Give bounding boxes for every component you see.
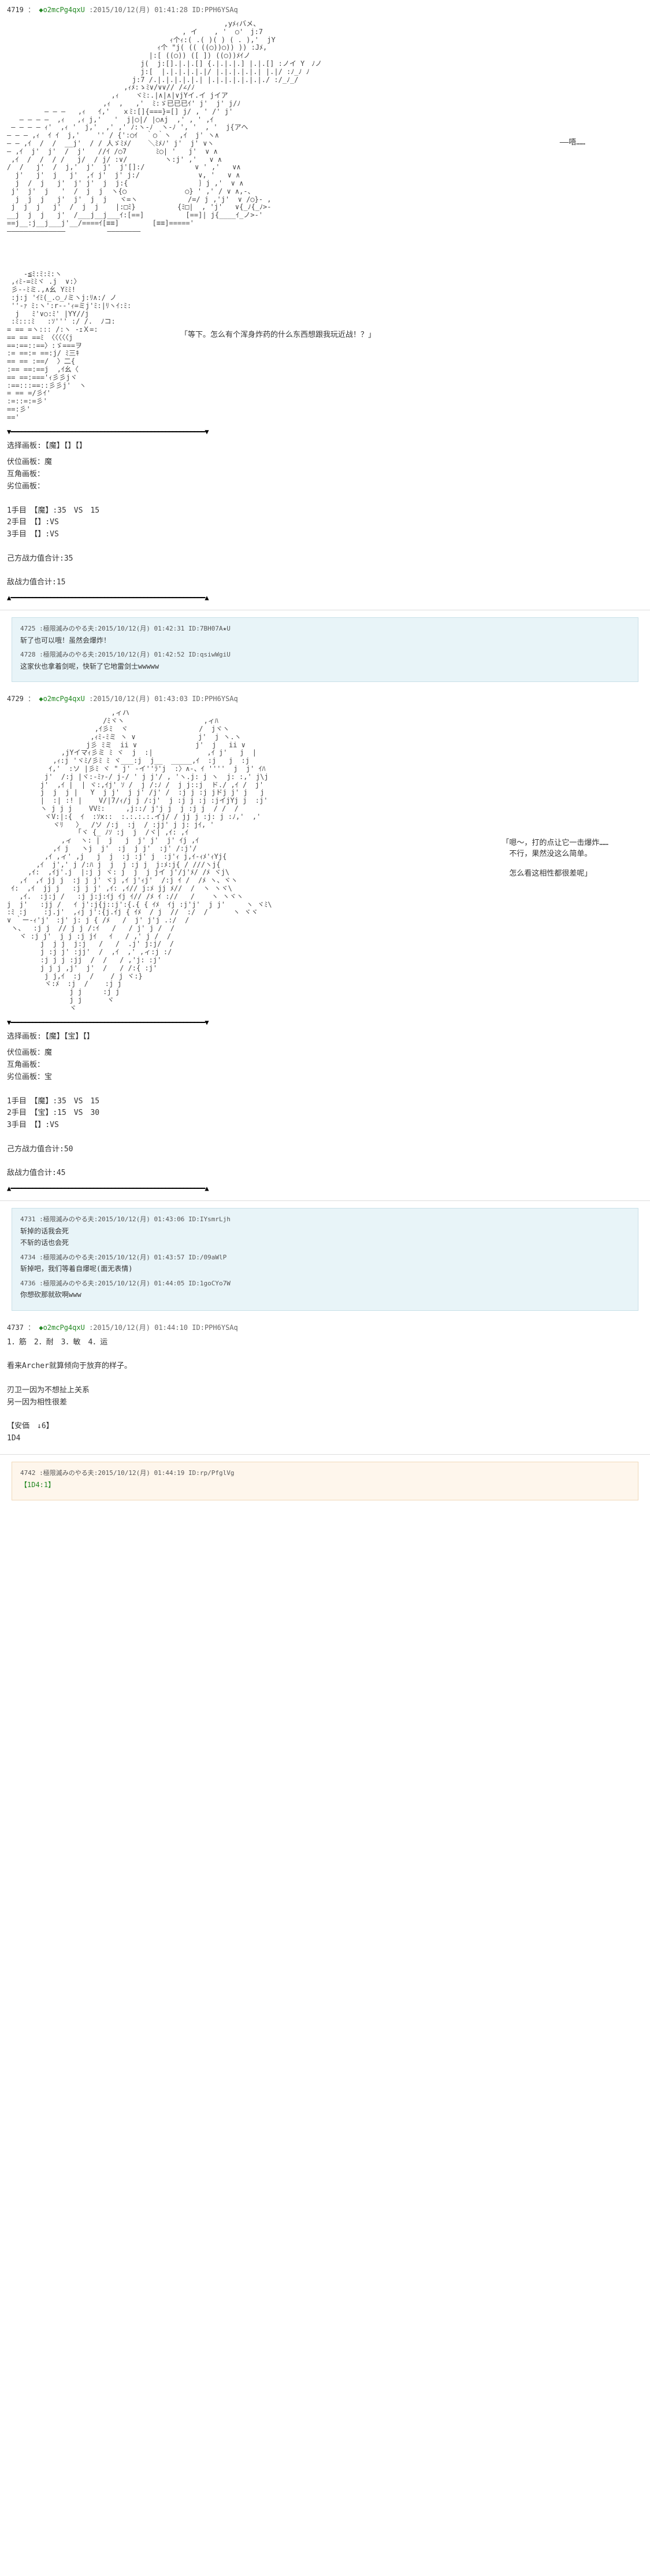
reply-body: 斩掉的话我会死 不斩的话也会死 [20,1225,630,1249]
reply-header: 4731 :極限滅みのやる夫:2015/10/12(月) 01:43:06 ID… [20,1214,630,1225]
post-body: 1．筋 2．耐 3．敏 4．运 看来Archer就算倾向于放弃的样子。 刃卫一因… [7,1337,643,1445]
post-id: ID:PPH6YSAq [192,6,237,14]
divider-down: ▼━━━━━━━━━━━━━━━━━━━━━━━━━━━━━━━━━━━━━━━… [7,428,643,436]
reply-body: 斩掉吧，我们等着自爆呢(面无表情) [20,1263,630,1274]
reply-item: 4736 :極限滅みのやる夫:2015/10/12(月) 01:44:05 ID… [20,1278,630,1301]
post-header: 4719 ： ◆o2mcPg4qxU :2015/10/12(月) 01:41:… [7,5,643,14]
reply-body: 你想砍那就砍啊www [20,1289,630,1300]
post-date: :2015/10/12(月) 01:41:28 [89,6,188,14]
divider-down: ▼━━━━━━━━━━━━━━━━━━━━━━━━━━━━━━━━━━━━━━━… [7,1018,643,1026]
ascii-face: -≦ﾐ:ﾐ:ﾐ:ヽ ,ｨﾐ-=ﾐﾐヾ .j ∨:〉 彡--ﾐミ.,∧幺 Yﾐﾐ!… [7,270,643,422]
post-header: 4729 ： ◆o2mcPg4qxU :2015/10/12(月) 01:43:… [7,694,643,703]
reply-block: 4731 :極限滅みのやる夫:2015/10/12(月) 01:43:06 ID… [12,1208,638,1311]
selection-panel-body: 伏位画板：魔 互角画板： 劣位画板：宝 1手目 【魔】:35 VS 15 2手目… [7,1047,643,1180]
reply-header: 4742 :極限滅みのやる夫:2015/10/12(月) 01:44:19 ID… [20,1468,630,1479]
post-id: ID:PPH6YSAq [192,1324,237,1332]
reply-item: 4731 :極限滅みのやる夫:2015/10/12(月) 01:43:06 ID… [20,1214,630,1248]
ascii-art-block-3: ,ィハ /ﾐヾヽ ,ィﾊ ,ｲ彡ﾐ ヾ / jヾヽ ,ｨﾐ-ﾐミ ヽ ∨ j' … [7,709,643,1012]
post-id: ID:PPH6YSAq [192,695,237,703]
reply-header: 4736 :極限滅みのやる夫:2015/10/12(月) 01:44:05 ID… [20,1278,630,1289]
post-number: 4729 [7,695,24,703]
reply-body: 这家伙也拿着剑呢，快斩了它地雷剑士wwwww [20,661,630,672]
ascii-robot: ,yﾒｨバメ、 , イ , ' ○' j:7 ｨ个ｨ:( .( )( ) ( .… [7,20,643,236]
selection-panel-body: 伏位画板：魔 互角画板： 劣位画板： 1手目 【魔】:35 VS 15 2手目 … [7,457,643,589]
ascii-art-block-1: ,yﾒｨバメ、 , イ , ' ○' j:7 ｨ个ｨ:( .( )( ) ( .… [7,20,643,236]
dialogue-text: ――唔…… [560,136,585,147]
reply-header: 4734 :極限滅みのやる夫:2015/10/12(月) 01:43:57 ID… [20,1252,630,1263]
post-header: 4737 ： ◆o2mcPg4qxU :2015/10/12(月) 01:44:… [7,1322,643,1332]
post-date: :2015/10/12(月) 01:43:03 [89,695,188,703]
reply-header: 4725 :極限滅みのやる夫:2015/10/12(月) 01:42:31 ID… [20,624,630,635]
reply-item: 4725 :極限滅みのやる夫:2015/10/12(月) 01:42:31 ID… [20,624,630,646]
reply-item: 4734 :極限滅みのやる夫:2015/10/12(月) 01:43:57 ID… [20,1252,630,1275]
post-4737: 4737 ： ◆o2mcPg4qxU :2015/10/12(月) 01:44:… [0,1318,650,1455]
reply-block: 4725 :極限滅みのやる夫:2015/10/12(月) 01:42:31 ID… [12,617,638,682]
selection-panel-title: 选择画板:【魔】【宝】【】 [7,1031,643,1043]
post-4729: 4729 ： ◆o2mcPg4qxU :2015/10/12(月) 01:43:… [0,689,650,1201]
reply-body: 【1D4:1】 [20,1479,630,1491]
ascii-art-block-2: -≦ﾐ:ﾐ:ﾐ:ヽ ,ｨﾐ-=ﾐﾐヾ .j ∨:〉 彡--ﾐミ.,∧幺 Yﾐﾐ!… [7,270,643,422]
reply-item: 4742 :極限滅みのやる夫:2015/10/12(月) 01:44:19 ID… [20,1468,630,1491]
post-number: 4737 [7,1324,24,1332]
post-trip: ◆o2mcPg4qxU [39,6,84,14]
post-trip: ◆o2mcPg4qxU [39,695,84,703]
dialogue-text: 「嗯～，打的点让它一击爆炸…… 不行，果然没这么简单。 怎么看这相性都很差呢」 [502,836,608,878]
post-trip: ◆o2mcPg4qxU [39,1324,84,1332]
post-date: :2015/10/12(月) 01:44:10 [89,1324,188,1332]
reply-header: 4728 :極限滅みのやる夫:2015/10/12(月) 01:42:52 ID… [20,650,630,661]
selection-panel-title: 选择画板:【魔】【】【】 [7,440,643,453]
reply-block-highlight: 4742 :極限滅みのやる夫:2015/10/12(月) 01:44:19 ID… [12,1462,638,1500]
post-number: 4719 [7,6,24,14]
post-4719: 4719 ： ◆o2mcPg4qxU :2015/10/12(月) 01:41:… [0,0,650,610]
divider-up: ▲━━━━━━━━━━━━━━━━━━━━━━━━━━━━━━━━━━━━━━━… [7,1184,643,1192]
reply-item: 4728 :極限滅みのやる夫:2015/10/12(月) 01:42:52 ID… [20,650,630,672]
divider-up: ▲━━━━━━━━━━━━━━━━━━━━━━━━━━━━━━━━━━━━━━━… [7,594,643,602]
dialogue-text: 「等下。怎么有个浑身炸药的什么东西想跟我玩近战！？」 [180,328,376,339]
reply-body: 斩了也可以哦！虽然会爆炸！ [20,635,630,646]
